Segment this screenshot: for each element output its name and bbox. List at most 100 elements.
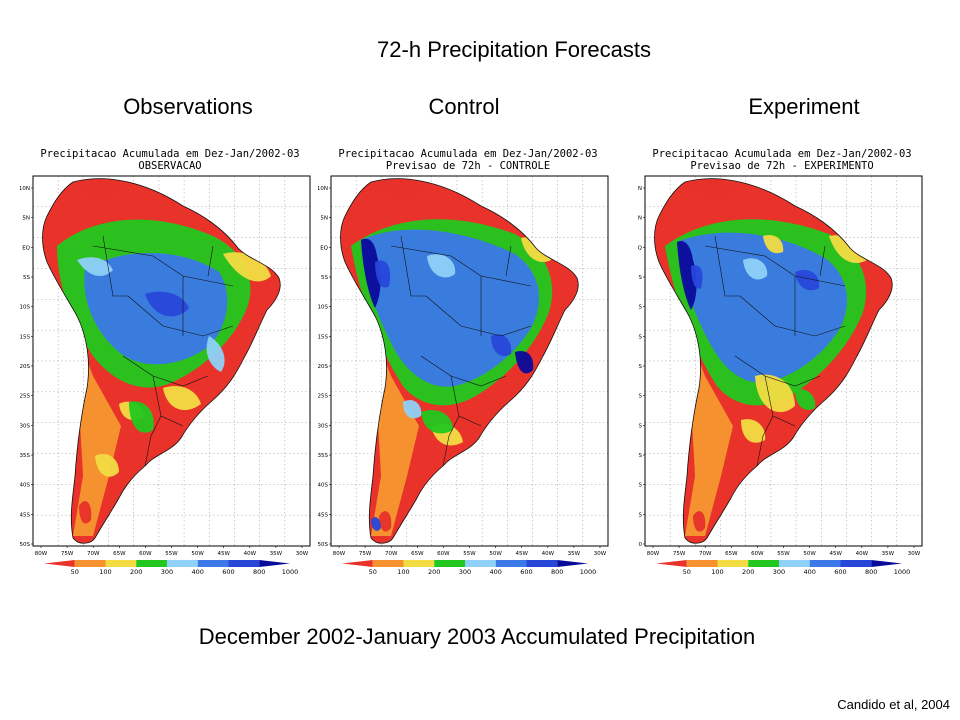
latitude-tick-label: S <box>639 453 643 459</box>
longitude-tick-label: 40W <box>856 551 869 557</box>
experiment-heading: Experiment <box>748 94 860 119</box>
legend-swatch <box>167 560 198 567</box>
latitude-tick-label: 50S <box>20 542 30 548</box>
longitude-tick-label: 45W <box>217 551 230 557</box>
longitude-tick-label: 60W <box>437 551 450 557</box>
longitude-tick-label: 80W <box>333 551 346 557</box>
latitude-tick-label: 30S <box>318 423 328 429</box>
longitude-tick-label: 30W <box>594 551 607 557</box>
observations-map-panel: Precipitacao Acumulada em Dez-Jan/2002-0… <box>20 140 320 580</box>
legend-swatch <box>228 560 260 567</box>
country-borders <box>704 235 846 477</box>
observations-heading: Observations <box>123 94 253 119</box>
coastline <box>654 178 893 544</box>
latitude-tick-label: 45S <box>318 512 328 518</box>
legend-swatch <box>342 560 373 567</box>
legend-swatch <box>686 560 718 567</box>
longitude-tick-label: 70W <box>385 551 398 557</box>
map-figure: Precipitacao Acumulada em Dez-Jan/2002-0… <box>20 148 311 576</box>
longitude-tick-label: 80W <box>647 551 660 557</box>
latitude-tick-label: 40S <box>20 483 30 489</box>
latitude-tick-label: S <box>639 512 643 518</box>
map-figure: Precipitacao Acumulada em Dez-Jan/2002-0… <box>638 148 923 576</box>
legend-label: 50 <box>71 568 79 576</box>
legend-swatch <box>717 560 749 567</box>
legend-swatch <box>871 560 902 567</box>
longitude-tick-label: 80W <box>35 551 48 557</box>
legend-label: 400 <box>490 568 502 576</box>
map-title-line-2: Previsao de 72h - EXPERIMENTO <box>690 160 873 172</box>
precip-region-200-300 <box>421 410 453 434</box>
longitude-tick-label: 50W <box>489 551 502 557</box>
legend-label: 800 <box>551 568 563 576</box>
latitude-tick-label: 40S <box>318 483 328 489</box>
precip-region-600-800 <box>691 265 820 291</box>
legend-label: 400 <box>804 568 816 576</box>
precip-region-300-400 <box>743 258 768 280</box>
color-legend: 50 100 200 300 400 600 800 1000 <box>342 560 596 576</box>
latitude-tick-label: S <box>639 483 643 489</box>
longitude-tick-label: 40W <box>244 551 257 557</box>
longitude-tick-label: 45W <box>515 551 528 557</box>
longitude-tick-label: 75W <box>359 551 372 557</box>
latitude-tick-label: 35S <box>318 453 328 459</box>
legend-label: 600 <box>222 568 234 576</box>
coastline <box>340 178 579 544</box>
latitude-tick-label: EQ <box>320 245 328 251</box>
control-heading: Control <box>428 94 500 119</box>
longitude-tick-label: 50W <box>803 551 816 557</box>
legend-swatch <box>372 560 404 567</box>
legend-label: 1000 <box>282 568 299 576</box>
latitude-tick-label: 5N <box>22 216 30 222</box>
precip-region-600-800 <box>371 517 381 531</box>
legend-label: 200 <box>130 568 142 576</box>
longitude-tick-label: 30W <box>296 551 309 557</box>
longitude-tick-label: 75W <box>673 551 686 557</box>
longitude-tick-label: 70W <box>699 551 712 557</box>
latitude-tick-label: 5S <box>23 275 30 281</box>
legend-label: 100 <box>99 568 111 576</box>
longitude-tick-label: 35W <box>270 551 283 557</box>
legend-label: 100 <box>397 568 409 576</box>
map-title-line-2: Previsao de 72h - CONTROLE <box>386 160 550 172</box>
latitude-tick-label: 25S <box>20 394 30 400</box>
latitude-tick-label: S <box>639 423 643 429</box>
longitude-tick-label: 70W <box>87 551 100 557</box>
precipitation-field <box>340 178 579 544</box>
latitude-tick-label: N <box>638 216 642 222</box>
latitude-tick-label: 50S <box>318 542 328 548</box>
country-borders <box>92 235 234 477</box>
legend-label: 300 <box>161 568 173 576</box>
longitude-tick-label: 60W <box>139 551 152 557</box>
latitude-tick-label: 10S <box>318 305 328 311</box>
legend-label: 300 <box>459 568 471 576</box>
legend-label: 800 <box>253 568 265 576</box>
legend-label: 800 <box>865 568 877 576</box>
latitude-tick-label: 5N <box>320 216 328 222</box>
legend-label: 400 <box>192 568 204 576</box>
longitude-tick-label: 35W <box>568 551 581 557</box>
latitude-tick-label: 10N <box>318 186 328 192</box>
latitude-tick-label: 10S <box>20 305 30 311</box>
latitude-tick-label: 35S <box>20 453 30 459</box>
precip-region-100-200 <box>95 453 119 477</box>
legend-swatch <box>495 560 527 567</box>
latitude-tick-label: S <box>639 275 643 281</box>
legend-swatch <box>840 560 872 567</box>
map-content <box>331 176 608 546</box>
bottom-caption: December 2002-January 2003 Accumulated P… <box>198 624 756 649</box>
latitude-tick-label: S <box>639 305 643 311</box>
legend-label: 50 <box>683 568 691 576</box>
legend-swatch <box>809 560 841 567</box>
precip-region-100-200 <box>741 234 867 443</box>
legend-label: 300 <box>773 568 785 576</box>
precip-region-300-400 <box>427 254 456 278</box>
longitude-tick-label: 60W <box>751 551 764 557</box>
legend-swatch <box>403 560 435 567</box>
legend-label: 600 <box>834 568 846 576</box>
color-legend: 50 100 200 300 400 600 800 1000 <box>656 560 910 576</box>
map-title-line-2: OBSERVACAO <box>138 160 201 172</box>
longitude-tick-label: 75W <box>61 551 74 557</box>
precip-region-600-800 <box>375 260 512 356</box>
precip-region-200-300 <box>129 401 154 433</box>
